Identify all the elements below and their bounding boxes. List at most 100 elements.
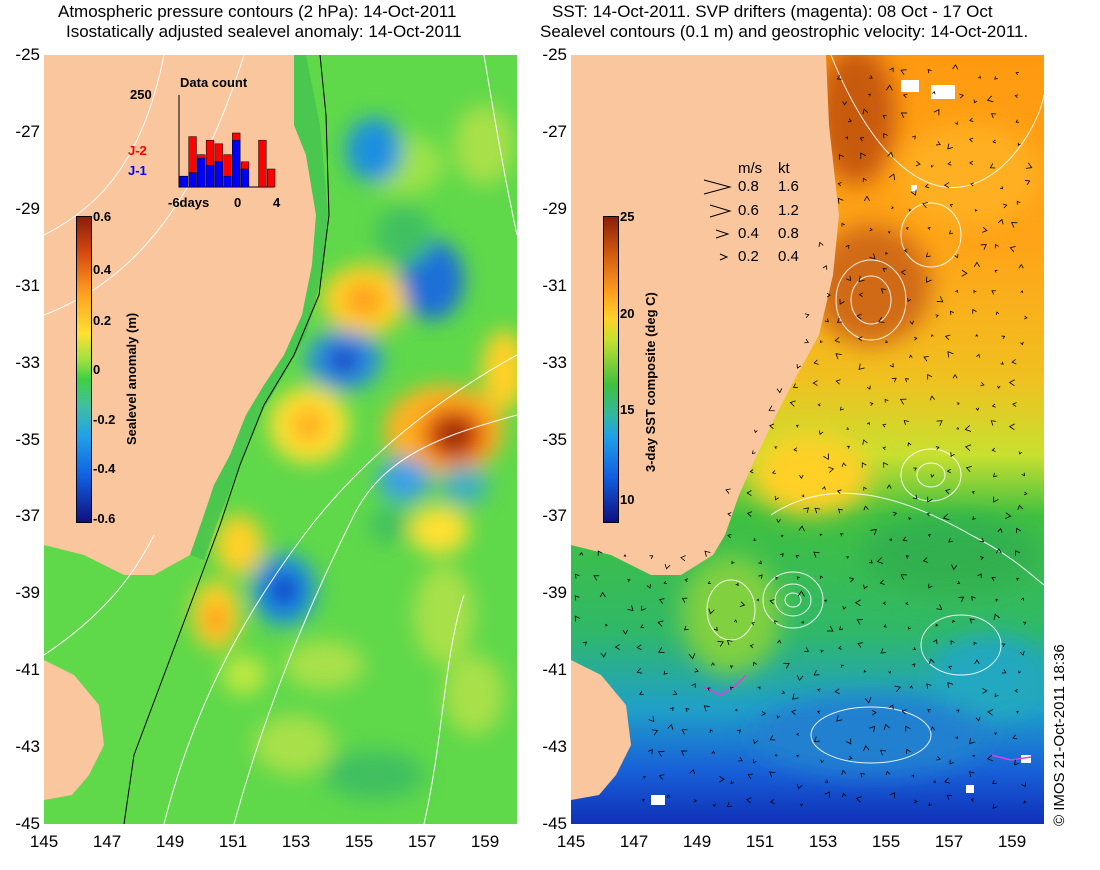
velocity-arrow (574, 615, 581, 622)
sst-tick: 10 (620, 492, 635, 507)
velocity-arrow (793, 447, 798, 452)
velocity-arrow (880, 648, 887, 654)
velocity-arrow (841, 222, 845, 227)
velocity-arrow (795, 424, 799, 428)
velocity-arrow (855, 796, 862, 803)
velocity-arrow (982, 688, 988, 694)
velocity-arrow (1021, 782, 1026, 788)
velocity-arrow (860, 152, 867, 159)
velocity-arrow (858, 292, 863, 298)
velocity-arrow (889, 363, 894, 368)
velocity-arrow (908, 626, 911, 630)
velocity-arrow (885, 340, 889, 344)
velocity-arrow (658, 598, 665, 604)
velocity-arrow (1001, 669, 1007, 674)
velocity-arrow (820, 575, 824, 579)
velocity-arrow (928, 802, 932, 807)
velocity-arrow (869, 253, 876, 260)
left-lon-tick-label: 159 (470, 832, 500, 851)
velocity-arrow (846, 556, 849, 559)
velocity-arrow (885, 770, 891, 776)
velocity-arrow (861, 462, 867, 468)
right-lon-tick-label: 153 (808, 832, 838, 851)
velocity-arrow (651, 729, 659, 736)
velocity-arrow (863, 505, 869, 511)
velocity-arrow (890, 792, 896, 798)
left-lon-tick-label: 151 (218, 832, 248, 851)
velocity-arrow (869, 227, 873, 232)
velocity-arrow (866, 385, 871, 390)
left-lat-tick-label: -33 (15, 352, 40, 372)
left-lat-tick-label: -29 (15, 198, 40, 218)
velocity-arrow (795, 554, 800, 559)
velocity-arrow (930, 164, 934, 168)
velocity-arrow (970, 798, 975, 802)
sealevel-tick: 0.2 (93, 313, 112, 328)
velocity-arrow (925, 252, 931, 258)
velocity-arrow (657, 750, 665, 757)
velocity-arrow (691, 683, 696, 688)
velocity-arrow (680, 750, 688, 757)
velocity-arrow (912, 647, 916, 651)
data-count-chart (178, 95, 276, 188)
velocity-arrow (627, 578, 631, 582)
series-label-j2: J-2 (128, 143, 147, 158)
velocity-arrow (1014, 550, 1021, 556)
right-lat-tick-label: -43 (542, 737, 567, 757)
velocity-arrow (950, 640, 955, 645)
velocity-arrow (997, 385, 1001, 389)
velocity-arrow (972, 308, 977, 314)
velocity-arrow (908, 354, 913, 359)
velocity-arrow (574, 595, 580, 601)
velocity-arrow (1021, 472, 1025, 477)
velocity-arrow (883, 462, 889, 468)
velocity-arrow (773, 620, 778, 624)
velocity-arrow (614, 644, 620, 650)
sealevel-tick: 0.4 (93, 262, 112, 277)
velocity-arrow (975, 407, 980, 411)
velocity-arrow (968, 771, 975, 777)
velocity-arrow (689, 768, 696, 775)
velocity-arrow (658, 647, 665, 653)
velocity-arrow (846, 445, 851, 449)
velocity-arrow (835, 353, 842, 360)
velocity-arrow (627, 605, 634, 612)
velocity-arrow (860, 772, 865, 778)
velocity-arrow (735, 582, 739, 586)
velocity-arrow (974, 208, 978, 212)
velocity-arrow (769, 771, 776, 778)
inset-x-label: -6days (168, 195, 210, 210)
right-lat-tick-label: -35 (542, 429, 567, 449)
right-lon-tick-label: 145 (556, 832, 586, 851)
velocity-arrow (986, 754, 994, 762)
velocity-arrow (889, 538, 892, 542)
velocity-arrow (836, 715, 843, 722)
velocity-arrow (903, 419, 909, 426)
velocity-arrow (776, 388, 783, 394)
velocity-arrow (905, 725, 911, 732)
velocity-arrow (944, 777, 951, 784)
velocity-arrow (856, 619, 863, 625)
velocity-arrow (711, 750, 716, 754)
velocity-arrow (927, 534, 932, 538)
velocity-arrow (1009, 246, 1016, 253)
velocity-arrow (842, 101, 848, 106)
velocity-arrow (997, 218, 1004, 225)
velocity-arrow (725, 488, 731, 494)
velocity-arrow (1002, 203, 1008, 209)
velocity-arrow (923, 356, 929, 362)
velocity-arrow (907, 442, 912, 447)
velocity-arrow (902, 536, 908, 542)
left-lat-tick-label: -27 (15, 121, 40, 141)
velocity-arrow (841, 769, 847, 775)
velocity-arrow (969, 117, 974, 123)
j1-bar (232, 139, 241, 188)
left-lat-tick-label: -31 (15, 275, 40, 295)
velocity-arrow (824, 791, 831, 798)
left-lat-tick-label: -25 (15, 45, 40, 64)
velocity-arrow (958, 596, 965, 603)
velocity-arrow (1015, 578, 1020, 581)
velocity-arrow (593, 575, 600, 581)
velocity-arrow (922, 557, 929, 563)
velocity-arrow (994, 732, 998, 736)
